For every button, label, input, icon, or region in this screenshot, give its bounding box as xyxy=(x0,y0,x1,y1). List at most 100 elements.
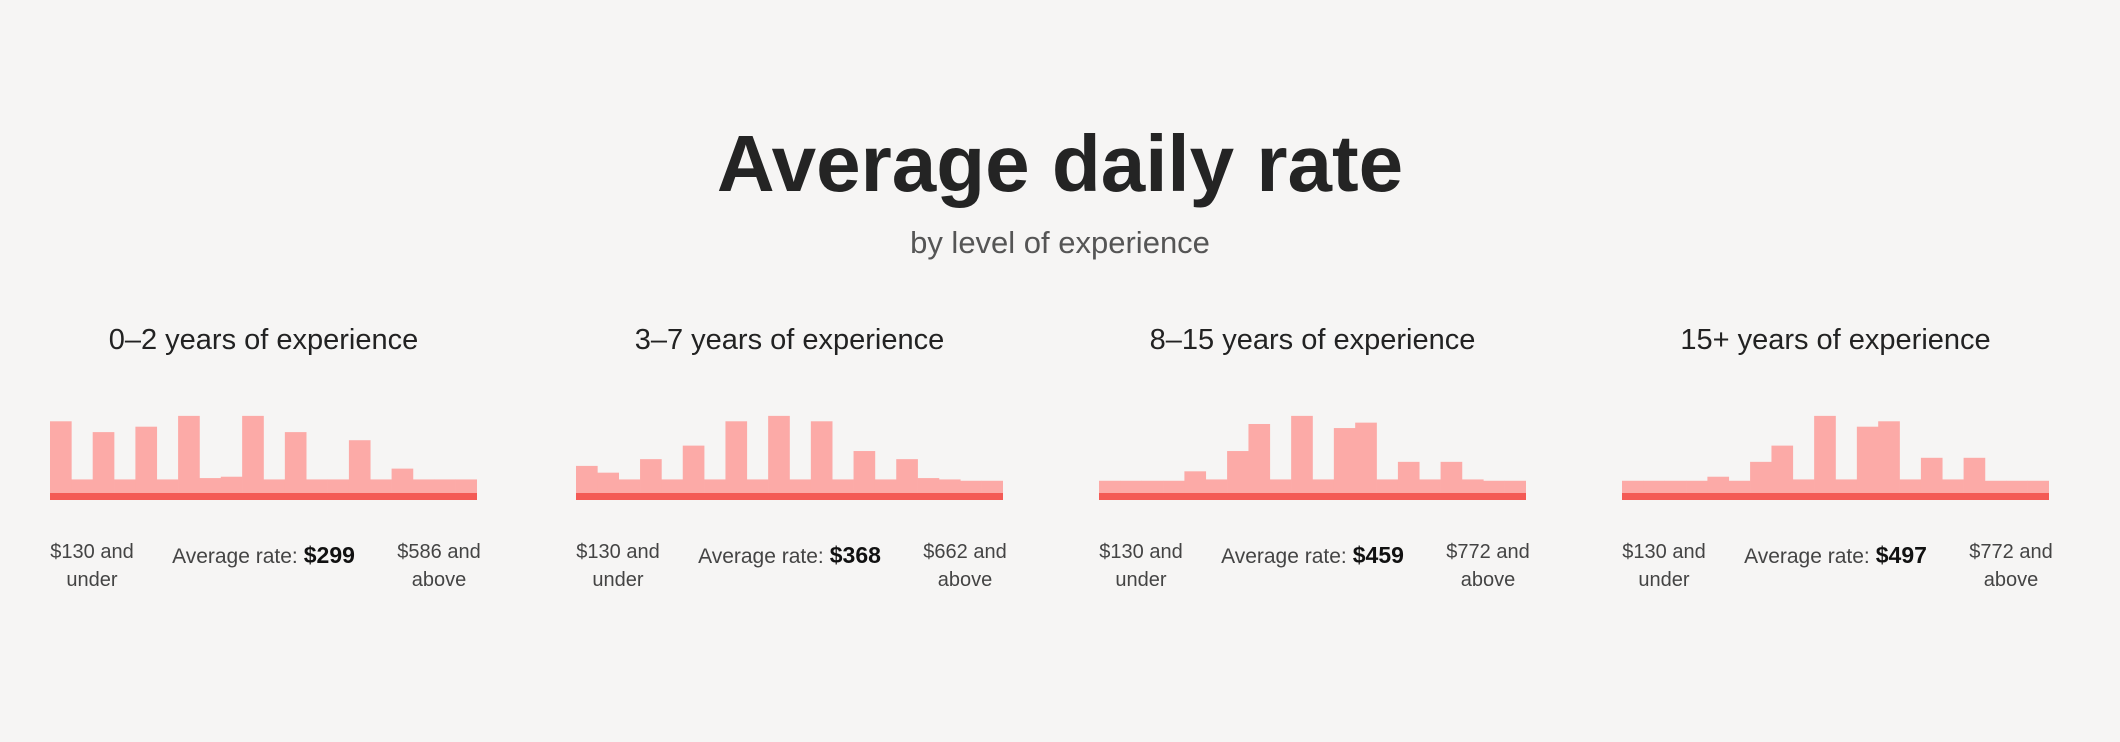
bar xyxy=(853,451,876,497)
histogram xyxy=(1622,415,2049,500)
average-rate: Average rate: $459 xyxy=(1159,542,1466,569)
bar xyxy=(1184,471,1207,497)
bar xyxy=(1750,461,1772,497)
chart-panel: 3–7 years of experience $130 and under $66… xyxy=(576,320,1007,620)
bar xyxy=(1163,480,1185,497)
bar xyxy=(1397,461,1420,497)
bar xyxy=(810,421,833,497)
bar xyxy=(1792,479,1815,497)
bar xyxy=(71,479,93,497)
bar xyxy=(284,432,307,497)
bar xyxy=(1942,479,1964,497)
bar xyxy=(92,432,115,497)
bar xyxy=(1440,461,1463,497)
chart-title: 3–7 years of experience xyxy=(634,324,945,356)
average-value: $368 xyxy=(829,542,881,568)
bar xyxy=(1205,479,1228,497)
bar xyxy=(661,479,684,497)
bar xyxy=(1878,421,1900,497)
bar xyxy=(434,479,456,497)
bar xyxy=(725,421,748,497)
bar xyxy=(576,465,598,497)
bar xyxy=(1355,422,1377,497)
bar xyxy=(832,479,854,497)
bar xyxy=(1664,480,1687,497)
bar xyxy=(220,476,243,497)
bar xyxy=(789,479,812,497)
bar xyxy=(1622,480,1644,497)
average-value: $459 xyxy=(1352,542,1404,568)
bar xyxy=(1920,457,1943,497)
average-label: Average rate: xyxy=(1221,545,1347,568)
bar xyxy=(1141,480,1164,497)
bar xyxy=(682,445,705,497)
bar xyxy=(960,480,982,497)
bar xyxy=(50,421,72,497)
histogram xyxy=(1099,415,1526,500)
chart-title: 15+ years of experience xyxy=(1680,324,1991,356)
bar xyxy=(455,479,477,497)
bar xyxy=(981,480,1003,497)
histogram xyxy=(576,415,1003,500)
bar xyxy=(1483,480,1505,497)
baseline xyxy=(50,493,477,500)
bar xyxy=(746,479,769,497)
chart-title: 8–15 years of experience xyxy=(1149,324,1476,356)
bar xyxy=(1984,480,2007,497)
bar xyxy=(1099,480,1121,497)
bar xyxy=(640,459,662,497)
bar xyxy=(199,478,222,497)
bar xyxy=(1835,479,1858,497)
bar xyxy=(114,479,136,497)
high-label: $772 and above xyxy=(1969,541,2053,591)
bar xyxy=(412,479,435,497)
average-label: Average rate: xyxy=(1744,545,1870,568)
bar xyxy=(2027,480,2049,497)
bar xyxy=(1227,451,1249,497)
chart-panel: 8–15 years of experience $130 and under $7… xyxy=(1099,320,1530,620)
bar xyxy=(306,479,328,497)
bar xyxy=(1269,479,1292,497)
bar xyxy=(1333,428,1356,497)
high-label: $772 and above xyxy=(1446,541,1530,591)
baseline xyxy=(1622,493,2049,500)
average-rate: Average rate: $497 xyxy=(1682,542,1989,569)
low-label: $130 and under xyxy=(50,541,134,591)
histogram xyxy=(50,415,477,500)
bar xyxy=(1728,480,1751,497)
low-label: $130 and under xyxy=(1099,541,1183,591)
bar xyxy=(1899,479,1922,497)
bar xyxy=(704,479,726,497)
bar xyxy=(1643,480,1665,497)
bar xyxy=(1376,479,1399,497)
page-title: Average daily rate xyxy=(716,119,1404,208)
bar xyxy=(242,415,264,497)
bar xyxy=(1771,445,1794,497)
bar xyxy=(370,479,392,497)
bar xyxy=(1814,415,1836,497)
bar xyxy=(874,479,897,497)
bar xyxy=(1461,479,1484,497)
bar xyxy=(156,479,179,497)
bar xyxy=(2006,480,2028,497)
high-label: $662 and above xyxy=(923,541,1007,591)
high-label: $586 and above xyxy=(397,541,481,591)
bar xyxy=(348,440,371,497)
bar xyxy=(1856,426,1879,497)
bar xyxy=(1504,480,1526,497)
average-rate: Average rate: $299 xyxy=(110,542,417,569)
bar xyxy=(618,479,641,497)
baseline xyxy=(576,493,1003,500)
bar xyxy=(896,459,918,497)
bar xyxy=(1963,457,1986,497)
low-label: $130 and under xyxy=(1622,541,1706,591)
average-label: Average rate: xyxy=(698,545,824,568)
bar xyxy=(1120,480,1142,497)
baseline xyxy=(1099,493,1526,500)
bar xyxy=(917,478,940,497)
average-rate: Average rate: $368 xyxy=(636,542,943,569)
bar xyxy=(938,479,961,497)
bar xyxy=(1248,423,1271,497)
bar xyxy=(391,468,414,497)
bar xyxy=(135,426,158,497)
